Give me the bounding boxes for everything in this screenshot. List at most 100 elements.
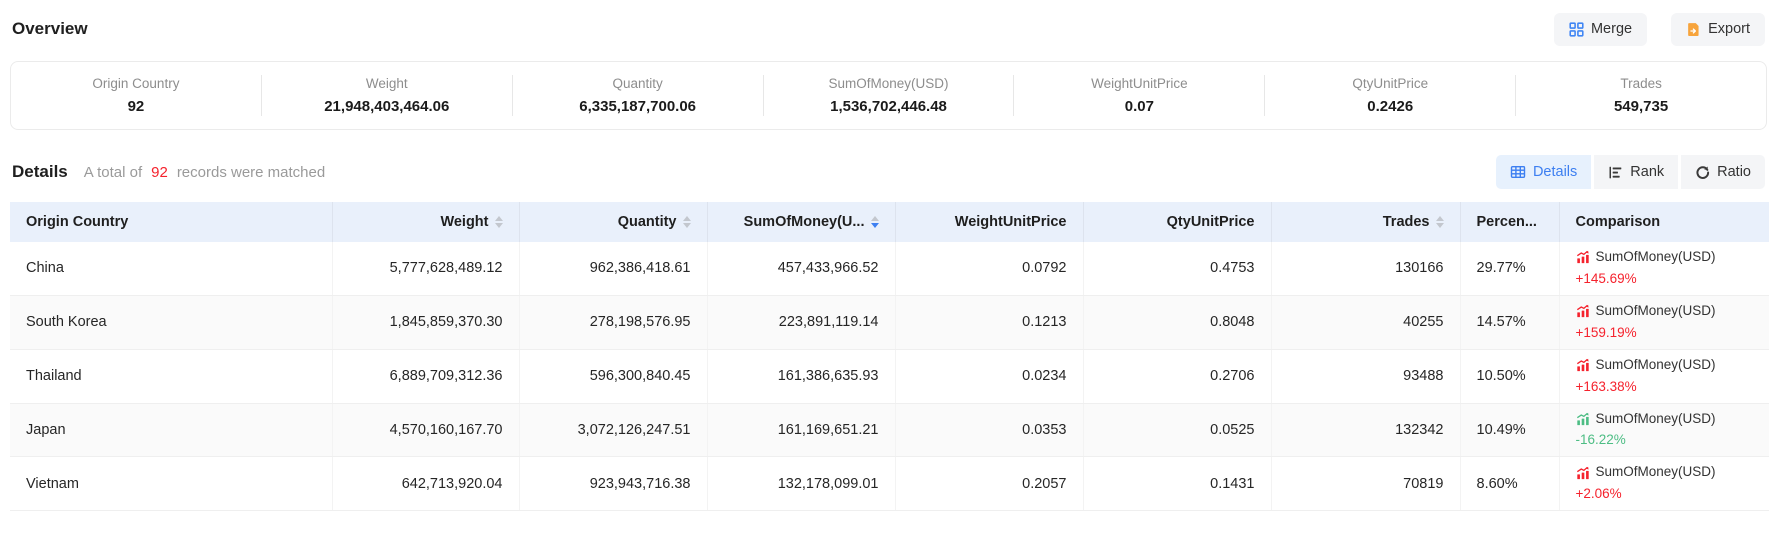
comparison-change: -16.22% [1575, 432, 1626, 448]
stat-trades: Trades 549,735 [1516, 75, 1766, 116]
column-label: QtyUnitPrice [1166, 214, 1255, 230]
table-row: China 5,777,628,489.12 962,386,418.61 45… [10, 242, 1769, 296]
cell-qty-unit-price: 0.1431 [1083, 456, 1272, 512]
cell-trades: 132342 [1271, 403, 1461, 458]
trend-down-icon [1576, 412, 1589, 426]
cell-weight: 642,713,920.04 [332, 456, 520, 512]
table-row: South Korea 1,845,859,370.30 278,198,576… [10, 295, 1769, 350]
stat-value: 21,948,403,464.06 [324, 98, 450, 115]
comparison-change: +163.38% [1575, 378, 1637, 394]
trend-up-icon [1576, 251, 1589, 264]
cell-qty-unit-price: 0.8048 [1083, 295, 1272, 350]
cell-quantity: 962,386,418.61 [519, 242, 708, 296]
top-bar: Overview Merge Export [12, 12, 1765, 46]
stat-label: SumOfMoney(USD) [828, 76, 949, 91]
stat-label: WeightUnitPrice [1091, 76, 1188, 91]
cell-qty-unit-price: 0.2706 [1083, 349, 1272, 404]
cell-comparison: SumOfMoney(USD) +2.06% [1559, 456, 1769, 512]
trend-up-icon [1576, 358, 1589, 372]
stat-value: 549,735 [1613, 98, 1669, 115]
view-button-details[interactable]: Details [1495, 155, 1592, 189]
cell-percent: 10.50% [1460, 349, 1560, 404]
merge-icon [1569, 21, 1584, 37]
stat-weight-unit-price: WeightUnitPrice 0.07 [1014, 75, 1266, 116]
view-button-label: Rank [1630, 164, 1665, 180]
cell-weight: 5,777,628,489.12 [332, 242, 520, 296]
view-button-label: Ratio [1717, 164, 1751, 180]
rank-bars-icon [1608, 165, 1623, 180]
column-header-percent: Percen... [1460, 202, 1560, 242]
sort-carets-icon[interactable] [1435, 216, 1444, 228]
merge-button[interactable]: Merge [1553, 12, 1648, 46]
cell-trades: 130166 [1271, 242, 1461, 296]
match-prefix: A total of [83, 163, 143, 181]
column-header-trades[interactable]: Trades [1271, 202, 1461, 242]
column-header-origin-country: Origin Country [10, 202, 333, 242]
page-title: Overview [12, 19, 88, 38]
top-actions: Merge Export [1553, 12, 1765, 46]
cell-trades: 70819 [1271, 456, 1461, 512]
column-label: Trades [1382, 214, 1430, 230]
trend-up-icon [1576, 466, 1589, 479]
column-label: Origin Country [26, 214, 129, 230]
stat-weight: Weight 21,948,403,464.06 [262, 75, 513, 116]
column-header-weight-unit-price: WeightUnitPrice [895, 202, 1084, 242]
export-button[interactable]: Export [1671, 12, 1765, 46]
cell-qty-unit-price: 0.0525 [1083, 403, 1272, 458]
export-button-label: Export [1708, 21, 1750, 37]
cell-weight-unit-price: 0.0792 [895, 242, 1084, 296]
sort-carets-icon[interactable] [870, 216, 879, 228]
stat-value: 6,335,187,700.06 [579, 98, 697, 115]
cell-sum-of-money: 223,891,119.14 [707, 295, 896, 350]
cell-comparison: SumOfMoney(USD) -16.22% [1559, 403, 1769, 458]
comparison-metric: SumOfMoney(USD) [1595, 302, 1716, 318]
match-count: 92 [151, 163, 168, 181]
cell-comparison: SumOfMoney(USD) +145.69% [1559, 242, 1769, 296]
column-label: Quantity [617, 214, 677, 230]
stat-label: Weight [365, 76, 408, 91]
cell-percent: 10.49% [1460, 403, 1560, 458]
details-bar: Details A total of 92 records were matched… [12, 155, 1765, 189]
stat-qty-unit-price: QtyUnitPrice 0.2426 [1265, 75, 1517, 116]
stat-sum-of-money: SumOfMoney(USD) 1,536,702,446.48 [764, 75, 1015, 116]
overview-stats-card: Origin Country 92 Weight 21,948,403,464.… [10, 61, 1767, 130]
cell-qty-unit-price: 0.4753 [1083, 242, 1272, 296]
match-suffix: records were matched [176, 163, 326, 181]
view-button-ratio[interactable]: Ratio [1681, 155, 1765, 189]
merge-button-label: Merge [1590, 21, 1633, 37]
table-row: Thailand 6,889,709,312.36 596,300,840.45… [10, 349, 1769, 404]
cell-weight-unit-price: 0.1213 [895, 295, 1084, 350]
table-header: Origin Country Weight Quantity SumOfMone… [10, 202, 1769, 242]
view-switch: Details Rank Ratio [1495, 155, 1765, 189]
cell-weight: 6,889,709,312.36 [332, 349, 520, 404]
column-header-sum-of-money[interactable]: SumOfMoney(U... [707, 202, 896, 242]
column-label: SumOfMoney(U... [743, 214, 865, 230]
comparison-change: +2.06% [1575, 486, 1622, 502]
cell-weight-unit-price: 0.0234 [895, 349, 1084, 404]
column-header-comparison: Comparison [1559, 202, 1769, 242]
cell-origin-country: Thailand [10, 349, 333, 404]
comparison-metric: SumOfMoney(USD) [1595, 464, 1716, 480]
sort-carets-icon[interactable] [682, 216, 691, 228]
circular-arrows-icon [1695, 165, 1710, 180]
column-header-quantity[interactable]: Quantity [519, 202, 708, 242]
stat-label: Quantity [612, 76, 663, 91]
column-label: Weight [440, 214, 489, 230]
stat-label: QtyUnitPrice [1352, 76, 1429, 91]
column-label: Comparison [1575, 214, 1661, 230]
cell-sum-of-money: 161,386,635.93 [707, 349, 896, 404]
stat-label: Trades [1620, 76, 1662, 91]
view-button-rank[interactable]: Rank [1594, 155, 1679, 189]
sort-carets-icon[interactable] [494, 216, 503, 228]
cell-percent: 29.77% [1460, 242, 1560, 296]
view-button-label: Details [1532, 164, 1578, 180]
column-header-weight[interactable]: Weight [332, 202, 520, 242]
cell-origin-country: South Korea [10, 295, 333, 350]
cell-sum-of-money: 457,433,966.52 [707, 242, 896, 296]
table-row: Vietnam 642,713,920.04 923,943,716.38 13… [10, 456, 1769, 512]
cell-quantity: 596,300,840.45 [519, 349, 708, 404]
stat-quantity: Quantity 6,335,187,700.06 [513, 75, 764, 116]
cell-trades: 40255 [1271, 295, 1461, 350]
file-export-icon [1686, 22, 1701, 37]
cell-percent: 14.57% [1460, 295, 1560, 350]
